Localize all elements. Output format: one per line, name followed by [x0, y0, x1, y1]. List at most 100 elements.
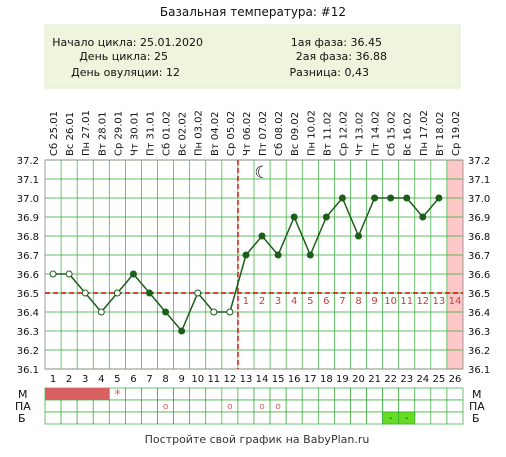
x-date-label: Чт 30.01 — [129, 112, 140, 157]
table-cell — [414, 387, 432, 401]
table-cell — [366, 411, 383, 425]
table-cell — [430, 399, 448, 413]
table-cell — [301, 399, 319, 413]
data-point — [210, 308, 218, 316]
data-point — [81, 289, 89, 297]
side-label-m: М — [18, 388, 28, 401]
side-label-m-right: М — [472, 388, 482, 401]
b-cell-fill — [398, 411, 416, 425]
x-date-label: Вт 28.01 — [97, 112, 108, 156]
table-cell — [60, 399, 78, 413]
x-date-label: Сб 25.01 — [49, 111, 60, 156]
table-cell — [221, 411, 239, 425]
info-phase1: 1ая фаза: 36.45 — [291, 36, 382, 49]
table-cell — [253, 411, 271, 425]
y-tick-label-right: 36.7 — [468, 251, 490, 262]
table-cell — [173, 411, 191, 425]
x-day-number: 4 — [98, 374, 104, 385]
x-date-label: Вт 11.02 — [322, 112, 333, 157]
luteal-day-label: 4 — [291, 296, 297, 307]
x-day-number: 24 — [416, 374, 429, 385]
chart-title: Базальная температура: #12 — [160, 5, 346, 19]
table-cell — [44, 411, 62, 425]
table-cell — [205, 411, 223, 425]
table-cell — [334, 399, 351, 413]
data-point — [290, 213, 298, 221]
table-cell — [205, 387, 223, 401]
table-cell — [221, 387, 239, 401]
table-cell — [430, 387, 448, 401]
data-point — [274, 251, 282, 259]
x-date-label: Сб 08.02 — [274, 111, 285, 156]
table-cell — [285, 387, 303, 401]
x-day-number: 18 — [320, 374, 333, 385]
table-cell — [92, 411, 110, 425]
table-cell — [173, 399, 191, 413]
y-tick-label-left: 36.1 — [17, 365, 39, 376]
table-cell — [350, 411, 367, 425]
x-day-number: 22 — [384, 374, 397, 385]
y-tick-label-left: 36.2 — [17, 346, 39, 357]
x-date-label: Пн 27.01 — [81, 110, 92, 156]
b-marker: - — [389, 413, 393, 424]
luteal-day-label: 2 — [259, 296, 265, 307]
table-cell — [269, 411, 287, 425]
x-day-number: 8 — [162, 374, 168, 385]
x-day-number: 13 — [240, 374, 253, 385]
x-date-label: Вс 02.02 — [178, 112, 189, 156]
pa-marker: o — [275, 402, 281, 412]
x-date-label: Чт 06.02 — [242, 111, 253, 156]
luteal-day-label: 14 — [449, 296, 462, 307]
side-label-b-right: Б — [472, 412, 480, 425]
data-point — [322, 213, 330, 221]
x-date-label: Пн 10.02 — [306, 110, 317, 156]
table-cell — [301, 387, 319, 401]
x-date-label: Ср 29.01 — [113, 111, 124, 156]
y-tick-label-left: 37.2 — [17, 156, 39, 167]
table-cell — [446, 387, 464, 401]
table-cell — [382, 399, 400, 413]
x-day-number: 25 — [433, 374, 446, 385]
luteal-day-label: 11 — [400, 296, 413, 307]
table-cell — [141, 399, 158, 413]
luteal-day-label: 8 — [355, 296, 361, 307]
table-cell — [125, 387, 142, 401]
y-tick-label-left: 36.4 — [17, 308, 39, 319]
table-cell — [141, 387, 158, 401]
x-day-number: 12 — [224, 374, 237, 385]
y-tick-label-left: 36.8 — [17, 232, 39, 243]
table-cell — [334, 411, 351, 425]
table-cell — [285, 411, 303, 425]
x-day-number: 14 — [256, 374, 269, 385]
table-cell — [76, 411, 94, 425]
x-day-number: 6 — [130, 374, 136, 385]
table-cell — [446, 399, 464, 413]
x-day-number: 19 — [336, 374, 349, 385]
table-cell — [398, 399, 416, 413]
table-cell — [446, 411, 464, 425]
data-point — [258, 232, 266, 240]
side-label-b: Б — [18, 412, 26, 425]
x-date-label: Пт 14.02 — [371, 111, 382, 156]
y-tick-label-right: 36.2 — [468, 346, 490, 357]
table-cell — [125, 399, 142, 413]
pa-marker: o — [227, 402, 233, 412]
info-difference: Разница: 0,43 — [290, 66, 370, 79]
data-point — [97, 308, 105, 316]
data-point — [435, 194, 443, 202]
table-cell — [108, 411, 126, 425]
table-cell — [205, 399, 223, 413]
luteal-day-label: 5 — [307, 296, 313, 307]
data-point — [419, 213, 427, 221]
data-point — [403, 194, 411, 202]
x-date-label: Вс 26.01 — [65, 112, 76, 156]
x-day-number: 15 — [272, 374, 285, 385]
y-tick-label-right: 36.3 — [468, 327, 490, 338]
x-date-label: Вт 18.02 — [435, 112, 446, 157]
info-cycle-start: Начало цикла: 25.01.2020 — [52, 36, 203, 49]
data-point — [355, 232, 362, 240]
table-cell — [366, 387, 383, 401]
y-tick-label-right: 36.6 — [468, 270, 490, 281]
x-day-number: 10 — [191, 374, 204, 385]
